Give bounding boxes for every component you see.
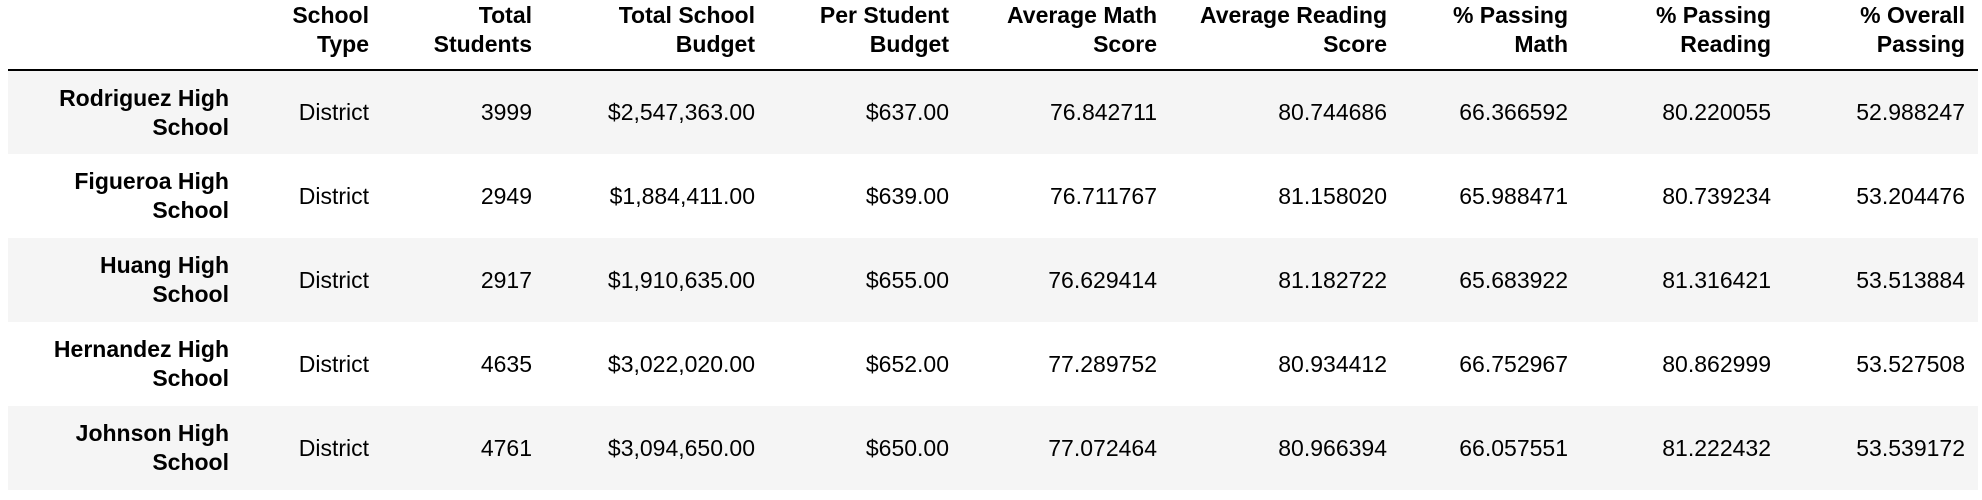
header-line: Score xyxy=(1323,31,1387,57)
school-name-line: School xyxy=(152,197,229,223)
school-name-line: Figueroa High xyxy=(74,168,229,194)
header-line: % Passing xyxy=(1452,2,1568,28)
cell-pct-passing-reading: 80.220055 xyxy=(1662,99,1771,125)
table-row: Hernandez High School District 4635 $3,0… xyxy=(8,322,1978,406)
header-line: Average Math xyxy=(1007,2,1157,28)
column-header-total-budget: Total School Budget xyxy=(545,0,768,71)
cell-total-budget: $1,884,411.00 xyxy=(609,182,755,209)
cell-pct-overall-passing: 53.204476 xyxy=(1856,182,1965,209)
cell-average-reading-score: 81.158020 xyxy=(1278,182,1387,209)
column-header-per-student-budget: Per Student Budget xyxy=(768,0,962,71)
school-name: Rodriguez High School xyxy=(8,70,242,154)
table-body: Rodriguez High School District 3999 $2,5… xyxy=(8,70,1978,490)
cell-average-reading-score: 80.934412 xyxy=(1278,350,1387,377)
cell-pct-overall-passing: 53.539172 xyxy=(1856,434,1965,461)
cell-pct-passing-math: 66.366592 xyxy=(1459,99,1568,125)
cell-school-type: District xyxy=(298,350,369,377)
header-line: School xyxy=(292,2,369,28)
cell-average-math-score: 76.842711 xyxy=(1049,99,1157,125)
cell-pct-overall-passing: 52.988247 xyxy=(1856,99,1965,125)
header-line: Total xyxy=(478,2,532,28)
table-row: Rodriguez High School District 3999 $2,5… xyxy=(8,70,1978,154)
cell-average-reading-score: 81.182722 xyxy=(1278,266,1387,293)
cell-total-students: 3999 xyxy=(480,99,532,125)
column-header-school-type: School Type xyxy=(242,0,382,71)
column-header-average-math-score: Average Math Score xyxy=(962,0,1170,71)
school-name-line: School xyxy=(152,113,229,140)
cell-total-students: 4761 xyxy=(480,434,532,461)
column-header-pct-overall-passing: % Overall Passing xyxy=(1784,0,1978,71)
cell-total-students: 4635 xyxy=(480,350,532,377)
cell-pct-passing-reading: 81.316421 xyxy=(1662,266,1771,293)
cell-total-budget: $1,910,635.00 xyxy=(607,266,755,293)
school-name: Figueroa High School xyxy=(8,154,242,238)
table-row: Huang High School District 2917 $1,910,6… xyxy=(8,238,1978,322)
school-name-line: Johnson High xyxy=(75,420,229,446)
header-line: Type xyxy=(317,31,369,57)
cell-total-students: 2949 xyxy=(480,182,532,209)
cell-average-reading-score: 80.744686 xyxy=(1278,99,1387,125)
header-line: Budget xyxy=(675,31,755,57)
cell-average-math-score: 76.711767 xyxy=(1049,182,1157,209)
school-name-line: Rodriguez High xyxy=(59,84,229,111)
cell-school-type: District xyxy=(298,99,369,125)
header-line: Students xyxy=(433,31,532,57)
header-line: Reading xyxy=(1680,31,1771,57)
cell-pct-overall-passing: 53.513884 xyxy=(1856,266,1965,293)
cell-school-type: District xyxy=(298,266,369,293)
header-line: Budget xyxy=(869,31,949,57)
school-name-line: Hernandez High xyxy=(53,336,229,362)
school-name-line: Huang High xyxy=(99,252,229,278)
cell-total-budget: $3,094,650.00 xyxy=(607,434,755,461)
school-summary-table: School Type Total Students Total School … xyxy=(8,0,1978,490)
header-line: Total School xyxy=(618,2,755,28)
cell-average-reading-score: 80.966394 xyxy=(1278,434,1387,461)
cell-per-student-budget: $637.00 xyxy=(865,99,949,125)
cell-school-type: District xyxy=(298,182,369,209)
column-header-total-students: Total Students xyxy=(382,0,545,71)
table-row: Johnson High School District 4761 $3,094… xyxy=(8,406,1978,490)
cell-average-math-score: 76.629414 xyxy=(1048,266,1157,293)
column-header-pct-passing-reading: % Passing Reading xyxy=(1581,0,1784,71)
cell-average-math-score: 77.072464 xyxy=(1048,434,1157,461)
cell-pct-passing-reading: 80.739234 xyxy=(1662,182,1771,209)
cell-school-type: District xyxy=(298,434,369,461)
school-name: Huang High School xyxy=(8,238,242,322)
header-row: School Type Total Students Total School … xyxy=(8,0,1978,71)
school-name: Hernandez High School xyxy=(8,322,242,406)
header-line: Average Reading xyxy=(1199,2,1387,28)
cell-per-student-budget: $639.00 xyxy=(865,182,949,209)
school-name-line: School xyxy=(152,449,229,475)
cell-total-budget: $2,547,363.00 xyxy=(607,99,755,125)
header-line: Per Student xyxy=(819,2,949,28)
cell-pct-passing-reading: 81.222432 xyxy=(1662,434,1771,461)
table-header: School Type Total Students Total School … xyxy=(8,0,1978,71)
cell-pct-passing-math: 65.683922 xyxy=(1459,266,1568,293)
header-line: Score xyxy=(1093,31,1157,57)
index-header xyxy=(8,0,242,71)
cell-pct-passing-math: 65.988471 xyxy=(1459,182,1568,209)
cell-per-student-budget: $650.00 xyxy=(865,434,949,461)
column-header-pct-passing-math: % Passing Math xyxy=(1400,0,1581,71)
table-row: Figueroa High School District 2949 $1,88… xyxy=(8,154,1978,238)
cell-average-math-score: 77.289752 xyxy=(1048,350,1157,377)
school-name-line: School xyxy=(152,365,229,391)
cell-total-budget: $3,022,020.00 xyxy=(607,350,755,377)
header-line: Passing xyxy=(1876,31,1965,57)
header-line: % Overall xyxy=(1860,2,1965,28)
header-line: Math xyxy=(1514,31,1568,57)
cell-per-student-budget: $655.00 xyxy=(865,266,949,293)
cell-pct-overall-passing: 53.527508 xyxy=(1856,350,1965,377)
column-header-average-reading-score: Average Reading Score xyxy=(1170,0,1400,71)
header-line: % Passing xyxy=(1655,2,1771,28)
school-name-line: School xyxy=(152,281,229,307)
cell-total-students: 2917 xyxy=(480,266,532,293)
cell-pct-passing-reading: 80.862999 xyxy=(1662,350,1771,377)
school-name: Johnson High School xyxy=(8,406,242,490)
cell-pct-passing-math: 66.057551 xyxy=(1459,434,1568,461)
cell-pct-passing-math: 66.752967 xyxy=(1459,350,1568,377)
cell-per-student-budget: $652.00 xyxy=(865,350,949,377)
